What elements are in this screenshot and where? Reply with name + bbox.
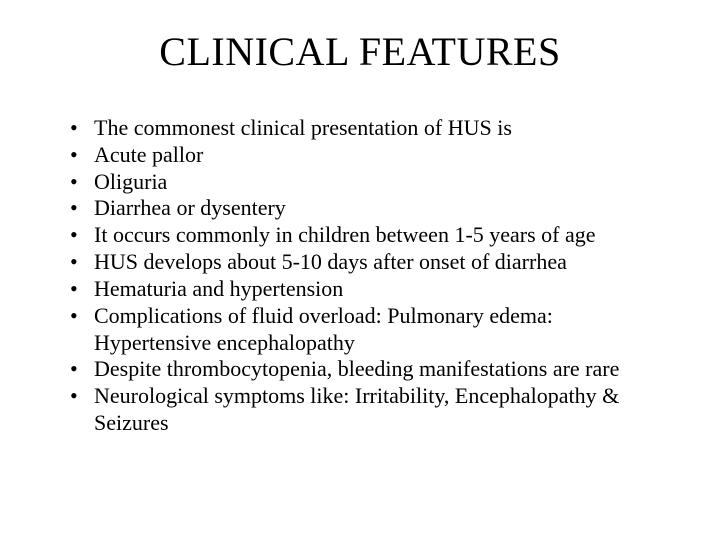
slide: CLINICAL FEATURES The commonest clinical… [0,0,720,540]
list-item: Oliguria [70,169,670,196]
slide-title: CLINICAL FEATURES [50,28,670,75]
list-item: Despite thrombocytopenia, bleeding manif… [70,356,670,383]
list-item: HUS develops about 5-10 days after onset… [70,249,670,276]
bullet-text: Diarrhea or dysentery [94,195,286,220]
list-item: Diarrhea or dysentery [70,195,670,222]
bullet-text: Complications of fluid overload: Pulmona… [94,303,553,355]
list-item: Neurological symptoms like: Irritability… [70,383,670,437]
list-item: Hematuria and hypertension [70,276,670,303]
bullet-text: It occurs commonly in children between 1… [94,222,596,247]
bullet-text: HUS develops about 5-10 days after onset… [94,249,567,274]
bullet-text: The commonest clinical presentation of H… [94,115,512,140]
bullet-text: Despite thrombocytopenia, bleeding manif… [94,356,619,381]
bullet-text: Oliguria [94,169,167,194]
list-item: The commonest clinical presentation of H… [70,115,670,142]
bullet-text: Acute pallor [94,142,203,167]
bullet-text: Neurological symptoms like: Irritability… [94,383,619,435]
list-item: Acute pallor [70,142,670,169]
list-item: It occurs commonly in children between 1… [70,222,670,249]
bullet-text: Hematuria and hypertension [94,276,343,301]
list-item: Complications of fluid overload: Pulmona… [70,303,670,357]
bullet-list: The commonest clinical presentation of H… [50,115,670,437]
